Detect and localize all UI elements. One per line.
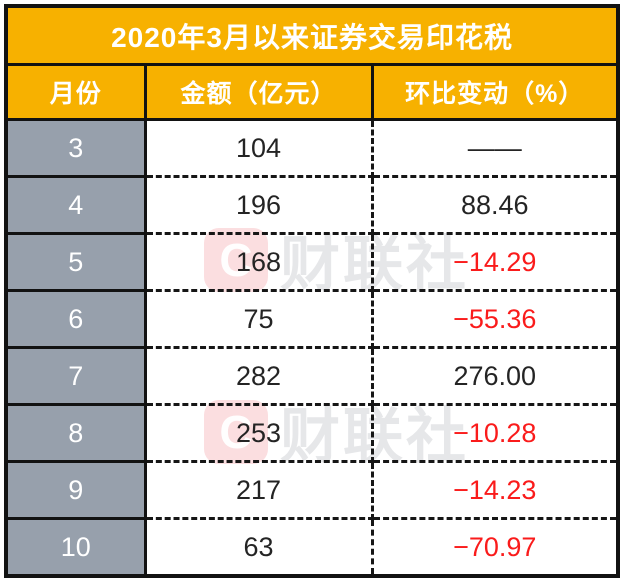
amount-cell: 63 [143, 517, 374, 578]
column-header-change: 环比变动（%） [370, 63, 620, 121]
title-row: 2020年3月以来证券交易印花税 [4, 4, 620, 66]
month-cell: 5 [4, 232, 147, 292]
change-cell: 88.46 [370, 175, 620, 235]
change-cell: —— [370, 118, 620, 178]
table-row: 3 104 —— [4, 118, 620, 178]
table-row: 7 282 276.00 [4, 346, 620, 406]
month-cell: 6 [4, 289, 147, 349]
table-title: 2020年3月以来证券交易印花税 [4, 4, 620, 66]
month-cell: 9 [4, 460, 147, 520]
stamp-duty-table: 2020年3月以来证券交易印花税 月份 金额（亿元） 环比变动（%） 3 104… [4, 4, 620, 578]
month-cell: 3 [4, 118, 147, 178]
amount-cell: 217 [143, 460, 374, 520]
month-cell: 4 [4, 175, 147, 235]
change-cell: −55.36 [370, 289, 620, 349]
table-row: 10 63 −70.97 [4, 517, 620, 578]
table-row: 9 217 −14.23 [4, 460, 620, 520]
amount-cell: 168 [143, 232, 374, 292]
amount-cell: 253 [143, 403, 374, 463]
change-cell: 276.00 [370, 346, 620, 406]
month-cell: 10 [4, 517, 147, 578]
column-header-month: 月份 [4, 63, 147, 121]
header-row: 月份 金额（亿元） 环比变动（%） [4, 63, 620, 121]
column-header-amount: 金额（亿元） [143, 63, 374, 121]
month-cell: 7 [4, 346, 147, 406]
month-cell: 8 [4, 403, 147, 463]
table-row: 6 75 −55.36 [4, 289, 620, 349]
table-row: 5 168 −14.29 [4, 232, 620, 292]
amount-cell: 75 [143, 289, 374, 349]
change-cell: −14.29 [370, 232, 620, 292]
change-cell: −70.97 [370, 517, 620, 578]
table-row: 4 196 88.46 [4, 175, 620, 235]
change-cell: −10.28 [370, 403, 620, 463]
amount-cell: 196 [143, 175, 374, 235]
change-cell: −14.23 [370, 460, 620, 520]
amount-cell: 282 [143, 346, 374, 406]
table-row: 8 253 −10.28 [4, 403, 620, 463]
amount-cell: 104 [143, 118, 374, 178]
